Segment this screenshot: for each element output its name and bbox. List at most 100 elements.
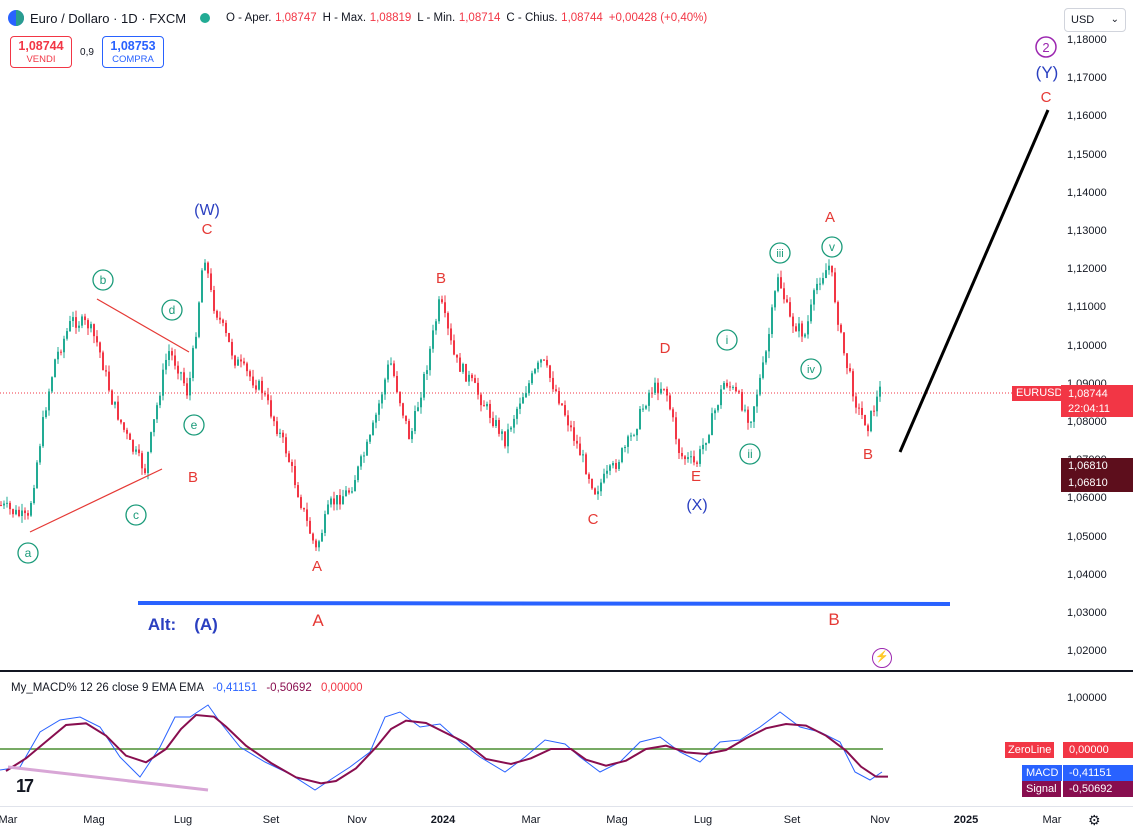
currency-select[interactable]: USD ⌄ <box>1064 8 1126 32</box>
macd-axis[interactable]: 1,00000 <box>1061 672 1133 806</box>
symbol-legend[interactable]: Euro / Dollaro · 1D · FXCM O - Aper. 1,0… <box>8 10 713 26</box>
candle-body <box>297 485 299 498</box>
candle-body <box>48 391 50 411</box>
time-axis-tick: Mag <box>606 814 628 826</box>
candlesticks <box>0 259 881 552</box>
candle-body <box>228 333 230 342</box>
macd-axis-tick: 1,00000 <box>1067 692 1107 704</box>
candle-body <box>390 363 392 365</box>
candle-body <box>432 330 434 349</box>
time-axis-tick: Set <box>262 814 280 826</box>
candle-body <box>477 382 479 395</box>
sell-button[interactable]: 1,08744 VENDI <box>10 36 72 68</box>
change-value: +0,00428 (+0,40%) <box>608 12 708 24</box>
candle-body <box>444 302 446 314</box>
candle-body <box>237 359 239 366</box>
candle-body <box>795 326 797 332</box>
price-axis-tick: 1,18000 <box>1067 34 1107 46</box>
candle-body <box>288 453 290 463</box>
candle-body <box>429 348 431 371</box>
candle-body <box>75 317 77 328</box>
candle-body <box>183 372 185 384</box>
eur-usd-flag-icon <box>8 10 24 26</box>
candle-body <box>462 363 464 372</box>
tradingview-logo-icon[interactable]: 17 <box>16 776 34 796</box>
macd-tag: MACD <box>1022 765 1063 781</box>
wave-label-W: (W) <box>194 202 220 219</box>
macd-pane[interactable] <box>0 672 1061 806</box>
svg-text:v: v <box>829 240 835 254</box>
candle-body <box>660 388 662 394</box>
candle-body <box>588 474 590 480</box>
svg-text:b: b <box>100 273 107 287</box>
price-axis-tick: 1,12000 <box>1067 263 1107 276</box>
candle-body <box>450 328 452 341</box>
candle-body <box>696 462 698 464</box>
candle-body <box>525 393 527 398</box>
wave-circle-a: a <box>17 542 39 564</box>
signal-tag: Signal <box>1022 781 1061 797</box>
candle-body <box>555 389 557 392</box>
macd-legend[interactable]: My_MACD% 12 26 close 9 EMA EMA -0,41151 … <box>11 682 363 694</box>
wave-label-D: D <box>660 340 671 357</box>
candle-body <box>393 363 395 376</box>
candle-body <box>693 456 695 463</box>
candle-body <box>261 380 263 394</box>
candle-body <box>729 386 731 388</box>
candle-body <box>375 414 377 423</box>
candle-body <box>216 310 218 318</box>
candle-body <box>681 453 683 457</box>
candle-body <box>123 422 125 430</box>
candle-body <box>255 385 257 390</box>
macd-divergence-line <box>7 765 209 792</box>
candle-body <box>594 488 596 495</box>
candle-body <box>195 336 197 349</box>
wave-label-C: C <box>1041 89 1052 106</box>
price-axis[interactable]: 1,18000 1,17000 1,16000 1,15000 1,14000 1,130… <box>1061 0 1133 671</box>
candle-body <box>219 317 221 320</box>
price-chart-pane[interactable]: C B A B C D E A B C A B (W) (X) (Y) Alt:… <box>0 0 1061 671</box>
candle-body <box>468 374 470 382</box>
candle-body <box>852 371 854 397</box>
candle-body <box>231 341 233 356</box>
lightning-event-icon[interactable]: ⚡ <box>872 648 892 668</box>
candle-body <box>753 406 755 422</box>
alt-label: Alt: <box>148 615 176 634</box>
time-axis-tick: Nov <box>347 814 367 826</box>
candle-body <box>93 324 95 337</box>
gear-icon[interactable]: ⚙ <box>1088 812 1101 828</box>
pane-divider[interactable] <box>0 670 1133 672</box>
buy-button[interactable]: 1,08753 COMPRA <box>102 36 164 68</box>
candle-body <box>159 395 161 406</box>
candle-body <box>720 389 722 406</box>
wave-label-E: E <box>691 468 701 485</box>
price-axis-tick: 1,14000 <box>1067 186 1107 199</box>
candle-body <box>51 377 53 392</box>
candle-body <box>33 487 35 503</box>
time-axis[interactable]: Mar Mag Lug Set Nov 2024 Mar Mag Lug Set Nov 2025 Ma… <box>0 806 1133 836</box>
symbol-title[interactable]: Euro / Dollaro · 1D · FXCM <box>30 10 187 26</box>
candle-body <box>408 420 410 440</box>
hist-value: 0,00000 <box>320 682 363 694</box>
alt-wave-label: (A) <box>194 615 218 634</box>
wave-label-X: (X) <box>686 497 707 514</box>
wave-circle-v: v <box>821 236 843 258</box>
candle-body <box>666 388 668 396</box>
signal-last-value: -0,50692 <box>1063 781 1133 797</box>
candle-body <box>612 463 614 466</box>
candle-body <box>384 379 386 395</box>
candle-body <box>96 336 98 343</box>
candle-body <box>840 324 842 333</box>
svg-text:e: e <box>191 418 198 432</box>
candle-body <box>276 421 278 434</box>
candle-body <box>870 410 872 432</box>
candle-body <box>126 429 128 434</box>
candle-body <box>186 383 188 396</box>
candle-body <box>396 375 398 392</box>
candle-body <box>843 332 845 354</box>
candle-body <box>846 353 848 369</box>
candle-body <box>417 407 419 412</box>
candle-body <box>192 348 194 378</box>
candle-body <box>816 283 818 291</box>
